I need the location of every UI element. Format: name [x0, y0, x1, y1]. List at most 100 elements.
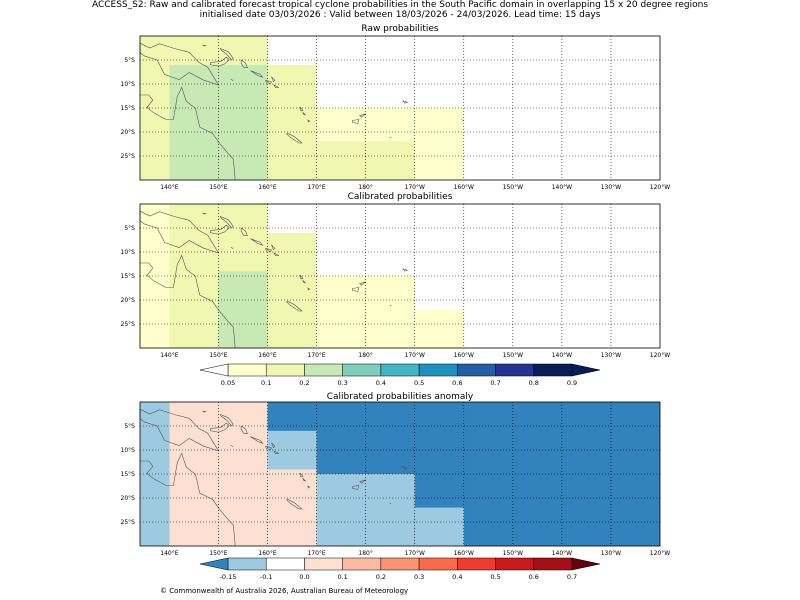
latitude-tick-label: 15°S [121, 273, 136, 280]
map-panel-1: 140°E 150°E 160°E 170°E 180° 170°W 160°W 150°W 1… [121, 203, 670, 359]
coastline [302, 111, 307, 116]
coastline [250, 238, 264, 246]
coastline [210, 56, 230, 67]
longitude-tick-label: 120°W [650, 184, 670, 191]
colorbar-over-arrow [571, 557, 601, 571]
latitude-tick-label: 5°S [124, 423, 135, 430]
longitude-tick-label: 150°W [503, 352, 523, 359]
colorbar-tick-label: 0.6 [529, 573, 539, 581]
colorbar-segment [265, 557, 305, 571]
coastline [402, 100, 409, 104]
longitude-tick-label: 170°E [307, 352, 325, 359]
coastline [230, 444, 234, 447]
coastline [402, 466, 409, 470]
coastline [359, 281, 366, 286]
coastline [240, 425, 248, 435]
longitude-tick-label: 140°W [552, 184, 572, 191]
coastline [240, 59, 248, 69]
longitude-tick-label: 140°E [160, 550, 178, 557]
latitude-tick-label: 25°S [121, 153, 136, 160]
map-panel-0: 140°E 150°E 160°E 170°E 180° 170°W 160°W 150°W 1… [121, 35, 670, 191]
longitude-tick-label: 140°E [160, 184, 178, 191]
longitude-tick-label: 180° [358, 184, 372, 191]
map-panel-2: 140°E 150°E 160°E 170°E 180° 170°W 160°W 150°W 1… [121, 401, 670, 557]
coastline [139, 408, 220, 452]
latitude-tick-label: 10°S [121, 81, 136, 88]
coastline [389, 137, 392, 139]
longitude-tick-label: 150°E [209, 550, 227, 557]
colorbar-tick-label: 0.4 [452, 573, 462, 581]
longitude-tick-label: 140°W [552, 550, 572, 557]
colorbar-segment [533, 363, 573, 377]
coastline [139, 210, 220, 254]
longitude-tick-label: 170°W [405, 352, 425, 359]
colorbar-tick-label: -0.1 [260, 573, 273, 581]
colorbar-tick-label: -0.15 [220, 573, 237, 581]
coastline [250, 436, 264, 444]
coastline [220, 413, 234, 427]
coastline [286, 300, 303, 312]
colorbar-segment [418, 363, 458, 377]
colorbar-tick-label: 0.0 [299, 573, 309, 581]
panel-title-calibrated: Calibrated probabilities [347, 192, 453, 202]
coastline [307, 119, 311, 123]
colorbar-under-arrow [199, 557, 229, 571]
latitude-tick-label: 20°S [121, 129, 136, 136]
coastline [273, 84, 279, 88]
coastline [250, 70, 264, 78]
coastline [210, 224, 230, 235]
probability-cell [218, 469, 268, 546]
colorbar-segment [265, 363, 305, 377]
colorbar-tick-label: 0.1 [337, 573, 347, 581]
coastline [307, 287, 311, 291]
figure-title: ACCESS_S2: Raw and calibrated forecast t… [91, 0, 709, 10]
colorbar-tick-label: 0.05 [221, 379, 235, 387]
latitude-tick-label: 15°S [121, 105, 136, 112]
latitude-tick-label: 20°S [121, 495, 136, 502]
coastline [299, 472, 304, 478]
longitude-tick-label: 120°W [650, 550, 670, 557]
colorbar-tick-label: 0.3 [414, 573, 424, 581]
colorbar-tick-label: 0.8 [529, 379, 539, 387]
anomaly-colorbar: -0.15 -0.1 0.0 0.1 0.2 0.3 0.4 0.5 0.6 0.7 [199, 557, 601, 581]
map-frame [139, 203, 661, 349]
coastline [140, 254, 236, 349]
coastline [389, 305, 392, 307]
coastline [140, 452, 236, 547]
longitude-tick-label: 150°W [503, 184, 523, 191]
colorbar-tick-label: 0.1 [261, 379, 271, 387]
coastline [202, 212, 207, 215]
colorbar-tick-label: 0.7 [567, 573, 577, 581]
coastline [240, 227, 248, 237]
latitude-tick-label: 10°S [121, 447, 136, 454]
map-frame [139, 401, 661, 547]
colorbar-segment [533, 557, 573, 571]
longitude-tick-label: 160°E [258, 550, 276, 557]
colorbar-tick-label: 0.7 [490, 379, 500, 387]
colorbar-tick-label: 0.2 [299, 379, 309, 387]
longitude-tick-label: 170°E [307, 550, 325, 557]
panel-title-raw: Raw probabilities [361, 24, 439, 34]
probability-cell [414, 507, 464, 546]
coastline [210, 422, 230, 433]
longitude-tick-label: 180° [358, 352, 372, 359]
copyright-footer: © Commonwealth of Australia 2026, Austra… [160, 587, 409, 595]
colorbar-segment [457, 557, 496, 571]
colorbar-segment [227, 557, 267, 571]
coastline [140, 86, 236, 181]
coastline [352, 485, 360, 490]
coastline [286, 132, 303, 144]
latitude-tick-label: 10°S [121, 249, 136, 256]
probability-cell [267, 430, 317, 470]
coastline [359, 113, 366, 118]
longitude-tick-label: 170°W [405, 184, 425, 191]
probability-cell [140, 402, 170, 546]
longitude-tick-label: 130°W [601, 550, 621, 557]
colorbar-under-arrow [199, 363, 229, 377]
coastline [265, 445, 272, 451]
latitude-tick-label: 15°S [121, 471, 136, 478]
colorbar-segment [304, 557, 343, 571]
colorbar-tick-label: 0.4 [376, 379, 386, 387]
coastline [230, 78, 234, 81]
